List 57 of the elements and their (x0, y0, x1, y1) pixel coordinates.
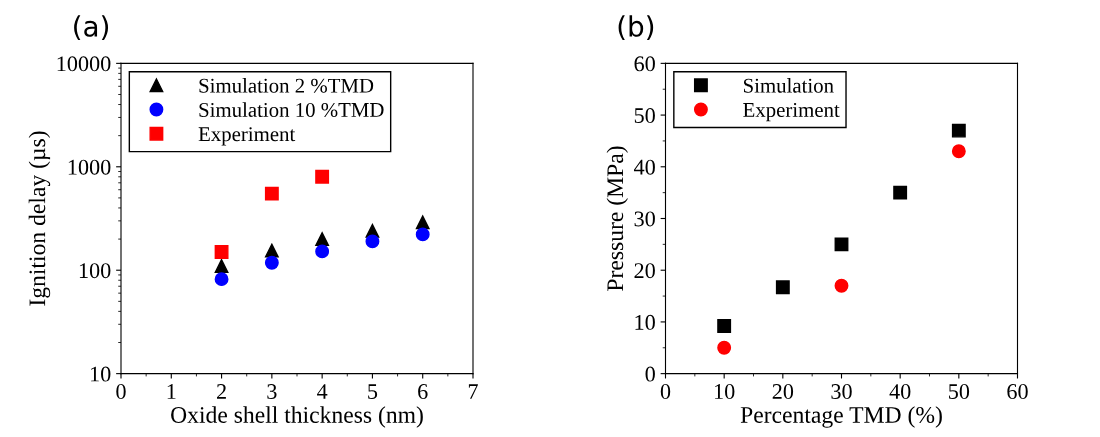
point (717, 319, 732, 334)
y-tick-label: 50 (634, 108, 655, 124)
y-axis-title: Ignition delay (µs) (28, 131, 51, 306)
y-tick-label: 10 (91, 366, 111, 382)
y-tick-label: 100 (79, 263, 111, 279)
y-tick-label: 60 (634, 56, 655, 72)
chart-title: (b) (618, 15, 654, 41)
x-tick-label: 7 (468, 384, 478, 399)
point (951, 123, 966, 138)
point (315, 232, 330, 247)
point (315, 244, 330, 259)
point (415, 227, 430, 242)
point (214, 245, 229, 259)
legend-label: Experiment (743, 102, 840, 122)
y-axis-title: Pressure (MPa) (606, 146, 628, 291)
point (264, 186, 279, 201)
x-tick-label: 50 (949, 384, 970, 399)
x-tick-label: 30 (831, 384, 852, 399)
point (264, 255, 279, 270)
y-tick-label: 10000 (57, 56, 111, 72)
legend-label: Experiment (198, 127, 296, 146)
x-axis-title: Percentage TMD (%) (740, 406, 942, 428)
y-tick-label: 20 (634, 263, 655, 279)
x-tick-label: 3 (267, 384, 277, 399)
x-tick-label: 5 (368, 384, 378, 399)
point (214, 272, 229, 287)
point (214, 258, 229, 273)
y-tick-label: 10 (635, 314, 655, 330)
y-tick-label: 40 (633, 159, 655, 175)
legend-label: Simulation 10 %TMD (199, 102, 384, 118)
point (834, 278, 849, 293)
point (315, 169, 330, 184)
point (893, 185, 908, 200)
x-tick-label: 6 (418, 384, 428, 399)
x-tick-label: 2 (216, 384, 226, 399)
x-tick-label: 4 (317, 384, 328, 399)
point (365, 234, 380, 249)
x-tick-label: 1 (167, 384, 176, 399)
point (834, 237, 849, 252)
y-tick-label: 30 (634, 211, 655, 227)
point (264, 243, 279, 258)
legend-label: Simulation (743, 78, 834, 93)
x-tick-label: 20 (772, 384, 794, 399)
y-tick-label: 1000 (68, 159, 111, 175)
point (951, 144, 966, 159)
point (415, 215, 430, 230)
x-tick-label: 10 (715, 384, 735, 399)
x-tick-label: 0 (116, 384, 126, 399)
point (717, 340, 732, 355)
point (775, 280, 790, 295)
legend-label: Simulation 2 %TMD (199, 78, 374, 93)
x-tick-label: 60 (1007, 384, 1028, 399)
x-tick-label: 40 (889, 384, 911, 399)
x-axis-title: Oxide shell thickness (nm) (171, 406, 423, 428)
chart-title: (a) (74, 15, 109, 41)
x-tick-label: 0 (660, 384, 671, 399)
y-tick-label: 0 (645, 366, 655, 382)
